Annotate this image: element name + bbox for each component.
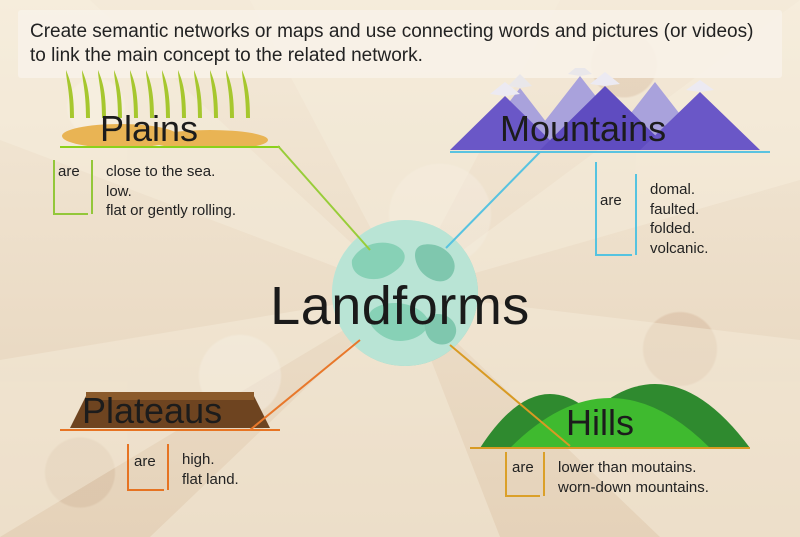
plateaus-connector-word: are <box>134 453 156 470</box>
mountains-item: folded. <box>650 219 760 239</box>
hills-label: Hills <box>566 402 634 444</box>
plains-connector-word: are <box>58 163 80 180</box>
center-concept-label: Landforms <box>0 275 800 337</box>
hills-item: worn-down mountains. <box>558 478 768 498</box>
hills-description: lower than moutains. worn-down mountains… <box>548 454 778 501</box>
mountains-label: Mountains <box>500 108 666 150</box>
header-text: Create semantic networks or maps and use… <box>30 21 753 66</box>
mountains-connector-word: are <box>600 192 622 209</box>
plateaus-description: high. flat land. <box>172 446 292 493</box>
plateaus-item: high. <box>182 450 282 470</box>
plateaus-label: Plateaus <box>82 390 222 432</box>
plains-item: flat or gently rolling. <box>106 201 286 221</box>
mountains-item: faulted. <box>650 200 760 220</box>
plains-item: low. <box>106 182 286 202</box>
plains-description: close to the sea. low. flat or gently ro… <box>96 158 296 225</box>
mountains-description: domal. faulted. folded. volcanic. <box>640 176 770 262</box>
plains-item: close to the sea. <box>106 162 286 182</box>
mountains-item: volcanic. <box>650 239 760 259</box>
plains-label: Plains <box>100 108 198 150</box>
mountains-item: domal. <box>650 180 760 200</box>
hills-item: lower than moutains. <box>558 458 768 478</box>
hills-connector-word: are <box>512 459 534 476</box>
plateaus-item: flat land. <box>182 470 282 490</box>
